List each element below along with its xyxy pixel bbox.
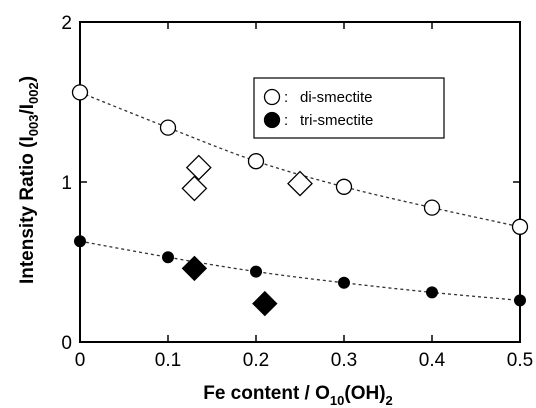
di-smectite-point	[159, 119, 177, 136]
tri-smectite-point	[162, 251, 174, 264]
x-tick-label: 0.4	[419, 350, 446, 371]
legend-label-di-smectite: di-smectite	[300, 89, 373, 106]
legend-filled-circle-icon	[263, 111, 281, 129]
tri-smectite-point	[338, 276, 350, 289]
y-tick-label: 0	[61, 333, 72, 354]
di-smectite-point	[423, 199, 441, 216]
y-label-mid: /I	[17, 104, 38, 115]
di-smectite-point	[335, 178, 353, 195]
y-label-sub-2: 002	[26, 82, 41, 104]
di-smectite-point	[247, 153, 265, 170]
x-tick-label: 0.1	[155, 350, 181, 371]
y-axis-label: Intensity Ratio (I003/I002)	[17, 76, 41, 284]
y-label-sub-1: 003	[26, 115, 41, 137]
tri-smectite-point	[514, 294, 526, 307]
axis-ticks: 0 0.1 0.2 0.3 0.4 0.5 0 1 2	[61, 13, 533, 371]
legend-separator-1: :	[284, 89, 288, 106]
x-label-sub-1: 10	[330, 393, 344, 408]
legend-separator-2: :	[284, 112, 288, 129]
open-diamond-point	[185, 154, 212, 181]
open-diamond-point	[287, 170, 313, 197]
x-tick-label: 0.3	[331, 350, 357, 371]
di-smectite-point	[511, 218, 529, 235]
filled-diamond-point	[252, 290, 278, 317]
trend-line-2	[79, 240, 521, 302]
data-points	[71, 84, 529, 317]
legend-open-circle-icon	[263, 88, 281, 106]
x-axis-label: Fe content / O10(OH)2	[203, 383, 393, 408]
y-label-end: )	[17, 76, 38, 82]
x-label-main: Fe content / O	[203, 383, 330, 404]
x-label-mid: (OH)	[344, 383, 385, 404]
legend-label-tri-smectite: tri-smectite	[300, 112, 373, 129]
y-label-main: Intensity Ratio (I	[17, 136, 38, 284]
di-smectite-point	[71, 84, 89, 101]
x-tick-label: 0	[75, 350, 86, 371]
x-label-sub-2: 2	[386, 393, 393, 408]
x-tick-label: 0.2	[243, 350, 269, 371]
y-tick-label: 2	[61, 13, 72, 34]
open-diamond-point	[181, 175, 208, 202]
legend-box	[253, 77, 445, 139]
tri-smectite-point	[426, 286, 438, 299]
legend: : di-smectite : tri-smectite	[253, 77, 445, 139]
tri-smectite-point	[74, 235, 86, 248]
filled-diamond-point	[181, 255, 208, 282]
y-tick-label: 1	[61, 173, 72, 194]
x-tick-label: 0.5	[507, 350, 533, 371]
tri-smectite-point	[250, 265, 262, 278]
